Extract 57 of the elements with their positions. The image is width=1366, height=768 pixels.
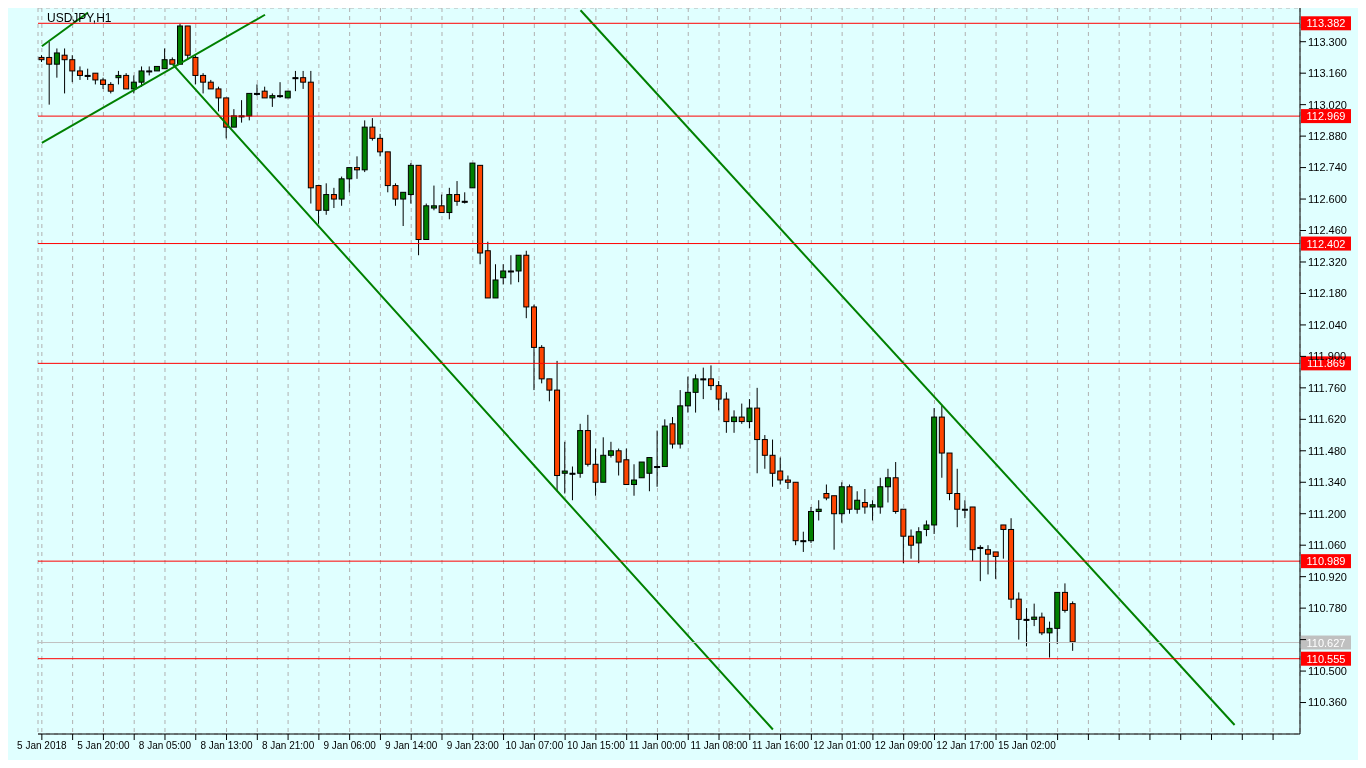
candlestick bbox=[992, 551, 999, 580]
candlestick bbox=[354, 155, 360, 180]
x-tick-label: 9 Jan 06:00 bbox=[323, 740, 377, 752]
candlestick bbox=[76, 65, 83, 81]
y-tick-label: 111.340 bbox=[1308, 476, 1347, 489]
x-tick-label: 12 Jan 17:00 bbox=[936, 740, 995, 752]
candlestick bbox=[631, 463, 638, 497]
x-tick-label: 11 Jan 08:00 bbox=[690, 740, 748, 752]
y-tick-label: 111.760 bbox=[1308, 381, 1347, 394]
ref-line-label: 110.989 bbox=[1306, 555, 1346, 568]
y-tick-label: 111.480 bbox=[1308, 444, 1347, 457]
x-tick-label: 8 Jan 21:00 bbox=[261, 740, 315, 752]
x-tick-label: 10 Jan 07:00 bbox=[505, 740, 564, 752]
x-tick-label: 12 Jan 09:00 bbox=[874, 740, 934, 752]
y-tick-label: 110.780 bbox=[1308, 602, 1347, 615]
candlestick bbox=[461, 191, 468, 205]
y-tick-label: 112.460 bbox=[1308, 224, 1347, 237]
y-tick-label: 110.920 bbox=[1308, 570, 1347, 583]
ref-line-label: 112.402 bbox=[1306, 237, 1346, 250]
x-tick-label: 11 Jan 00:00 bbox=[628, 740, 687, 752]
ref-line-label: 113.382 bbox=[1306, 17, 1346, 30]
ref-line-label: 110.627 bbox=[1306, 636, 1346, 649]
candlestick bbox=[884, 468, 891, 503]
x-tick-label: 11 Jan 16:00 bbox=[752, 740, 810, 752]
y-tick-label: 112.880 bbox=[1308, 130, 1347, 143]
x-tick-label: 10 Jan 15:00 bbox=[566, 740, 626, 752]
x-tick-label: 12 Jan 01:00 bbox=[813, 740, 872, 752]
y-tick-label: 111.060 bbox=[1308, 539, 1347, 552]
candlestick bbox=[815, 499, 822, 521]
candlestick bbox=[500, 263, 507, 285]
y-tick-label: 113.160 bbox=[1308, 67, 1347, 80]
candlestick bbox=[985, 544, 991, 575]
x-tick-label: 8 Jan 05:00 bbox=[138, 740, 192, 752]
x-tick-label: 9 Jan 23:00 bbox=[446, 740, 500, 752]
y-tick-label: 111.620 bbox=[1308, 413, 1347, 426]
x-tick-label: 15 Jan 02:00 bbox=[997, 740, 1057, 752]
x-tick-label: 9 Jan 14:00 bbox=[385, 740, 438, 752]
y-tick-label: 110.500 bbox=[1308, 664, 1347, 677]
x-tick-label: 8 Jan 13:00 bbox=[200, 740, 254, 752]
y-tick-label: 112.180 bbox=[1308, 287, 1347, 300]
ref-line-label: 110.555 bbox=[1306, 652, 1346, 665]
candlestick bbox=[253, 83, 260, 97]
candlestick bbox=[707, 364, 714, 391]
candlestick bbox=[915, 526, 922, 564]
ref-line-label: 112.969 bbox=[1306, 110, 1346, 123]
x-tick-label: 5 Jan 20:00 bbox=[77, 740, 130, 752]
y-tick-label: 112.740 bbox=[1308, 161, 1347, 174]
y-tick-label: 112.320 bbox=[1308, 255, 1347, 268]
y-tick-label: 112.600 bbox=[1308, 192, 1347, 205]
candlestick bbox=[246, 92, 253, 121]
candlestick bbox=[454, 180, 461, 207]
y-tick-label: 112.040 bbox=[1308, 318, 1347, 331]
y-tick-label: 111.200 bbox=[1308, 507, 1347, 520]
y-tick-label: 113.300 bbox=[1308, 35, 1347, 48]
x-tick-label: 5 Jan 2018 bbox=[17, 740, 68, 752]
y-tick-label: 113.020 bbox=[1308, 98, 1347, 111]
y-tick-label: 110.360 bbox=[1308, 696, 1347, 709]
